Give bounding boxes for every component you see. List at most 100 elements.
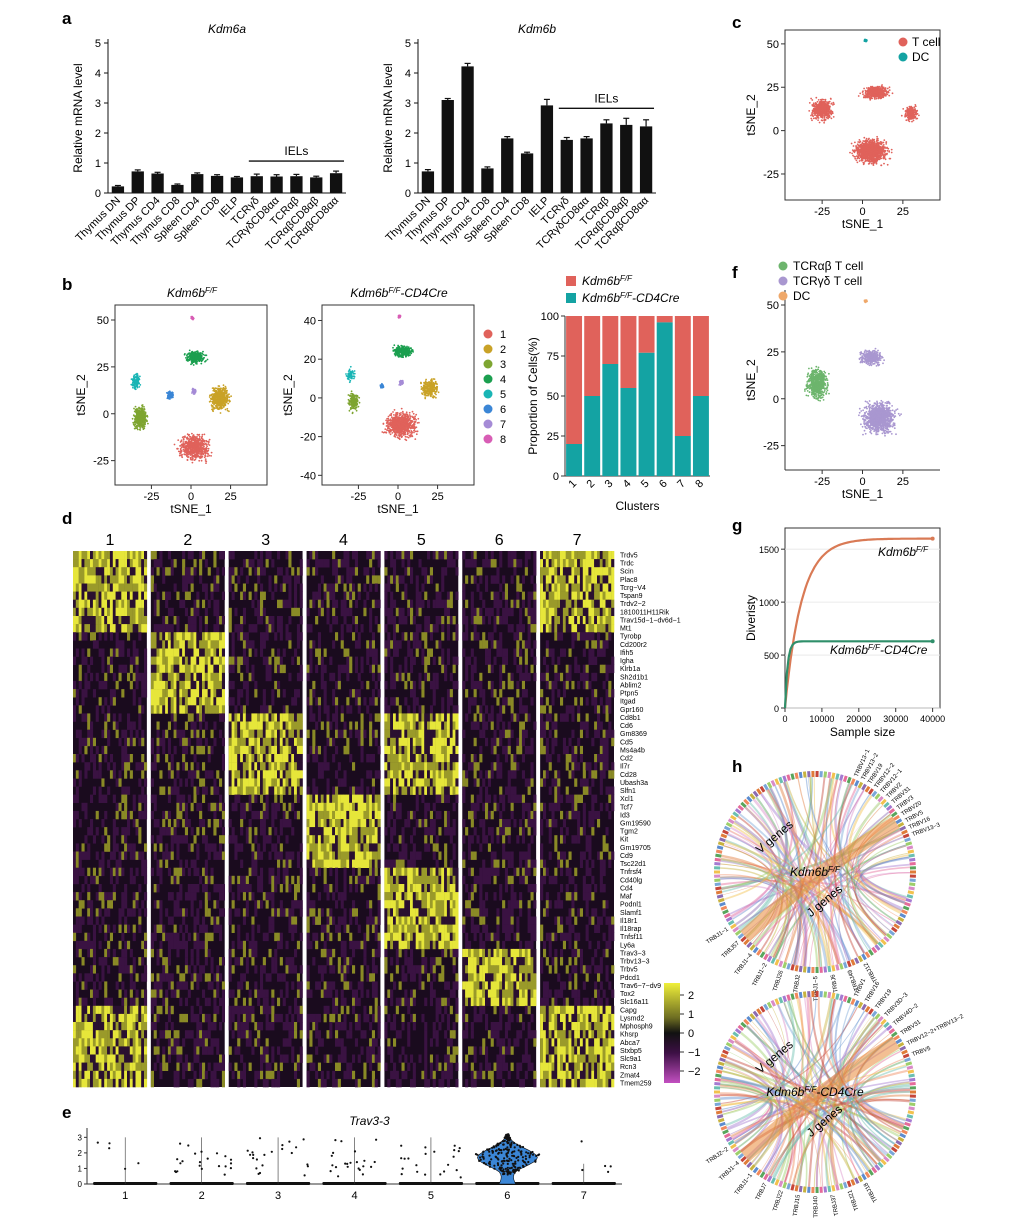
y-tick-label: 3 (405, 98, 411, 110)
cell-point (226, 391, 228, 393)
cell-point (192, 462, 194, 464)
legend-label: 1 (500, 329, 506, 341)
cell-point (407, 431, 409, 433)
cell-point (849, 152, 851, 154)
cell-point (395, 415, 397, 417)
cell-point (414, 422, 416, 424)
y-tick-label: 5 (95, 38, 101, 50)
cell-point (196, 363, 198, 365)
cell-point (886, 147, 888, 149)
cell-point (388, 416, 390, 418)
kdm6a-bar-chart: 012345Kdm6aRelative mRNA levelThymus DNT… (71, 22, 346, 253)
cell-point (223, 398, 225, 400)
cell-point (223, 384, 225, 386)
cell-point (172, 392, 174, 394)
y-tick-label: 20 (304, 354, 316, 366)
cell-point (202, 439, 204, 441)
cell-point (134, 426, 136, 428)
cell-point (386, 418, 388, 420)
cell-point (354, 373, 356, 375)
bar-ko (639, 353, 655, 476)
cell-point (223, 388, 225, 390)
cell-point (200, 454, 202, 456)
cell-point (225, 409, 227, 411)
cell-point (406, 411, 408, 413)
cell-point (436, 387, 438, 389)
cell-point (194, 447, 196, 449)
cell-point (387, 429, 389, 431)
x-axis-label: tSNE_1 (842, 217, 884, 231)
bar (561, 140, 573, 193)
cell-point (191, 444, 193, 446)
bar (211, 176, 223, 193)
iels-label: IELs (284, 144, 308, 158)
cell-point (214, 407, 216, 409)
cell-point (196, 355, 198, 357)
cell-point (190, 353, 192, 355)
cell-point (414, 438, 416, 440)
x-tick-label: 25 (431, 491, 443, 503)
cell-point (391, 427, 393, 429)
cell-point (413, 413, 415, 415)
cell-point (202, 453, 204, 455)
y-axis-label: Relative mRNA level (381, 63, 395, 172)
cell-point (402, 423, 404, 425)
cell-point (883, 142, 885, 144)
cell-point (421, 386, 423, 388)
cell-point (346, 375, 348, 377)
cluster-tick-label: 3 (603, 478, 616, 491)
cell-point (389, 432, 391, 434)
cell-point (191, 433, 193, 435)
cell-point (218, 398, 220, 400)
legend-dot (484, 375, 493, 384)
cell-point (412, 350, 414, 352)
bar (310, 177, 322, 193)
cell-point (184, 453, 186, 455)
cell-point (435, 381, 437, 383)
cell-point (886, 154, 888, 156)
cell-point (187, 459, 189, 461)
cell-point (410, 434, 412, 436)
cell-point (186, 450, 188, 452)
cell-point (400, 355, 402, 357)
cell-point (135, 373, 137, 375)
cell-point (433, 378, 435, 380)
plot-frame (322, 305, 474, 485)
bar (171, 185, 183, 193)
y-tick-label: 25 (767, 82, 779, 94)
y-tick-label: 75 (547, 351, 559, 363)
cell-point (415, 419, 417, 421)
bar-wt (639, 316, 655, 353)
cell-point (193, 446, 195, 448)
cell-point (180, 448, 182, 450)
cell-point (169, 398, 171, 400)
cell-point (189, 357, 191, 359)
cell-point (196, 442, 198, 444)
cell-point (184, 353, 186, 355)
cell-point (142, 408, 144, 410)
cell-point (137, 417, 139, 419)
cell-point (194, 356, 196, 358)
cell-point (435, 397, 437, 399)
cell-point (132, 418, 134, 420)
cell-point (192, 459, 194, 461)
cell-point (228, 410, 230, 412)
cell-point (137, 387, 139, 389)
cell-point (345, 373, 347, 375)
cell-point (409, 412, 411, 414)
cell-point (423, 387, 425, 389)
cell-point (218, 389, 220, 391)
cell-point (400, 315, 402, 317)
legend-swatch-ko (566, 293, 576, 303)
y-tick-label: 25 (547, 431, 559, 443)
cell-point (406, 436, 408, 438)
chart-title: Kdm6a (208, 22, 246, 36)
cell-point (350, 407, 352, 409)
cell-point (430, 389, 432, 391)
cell-point (349, 410, 351, 412)
bar (330, 173, 342, 193)
cell-point (398, 426, 400, 428)
cell-point (394, 432, 396, 434)
cell-point (352, 401, 354, 403)
bar (151, 174, 163, 194)
